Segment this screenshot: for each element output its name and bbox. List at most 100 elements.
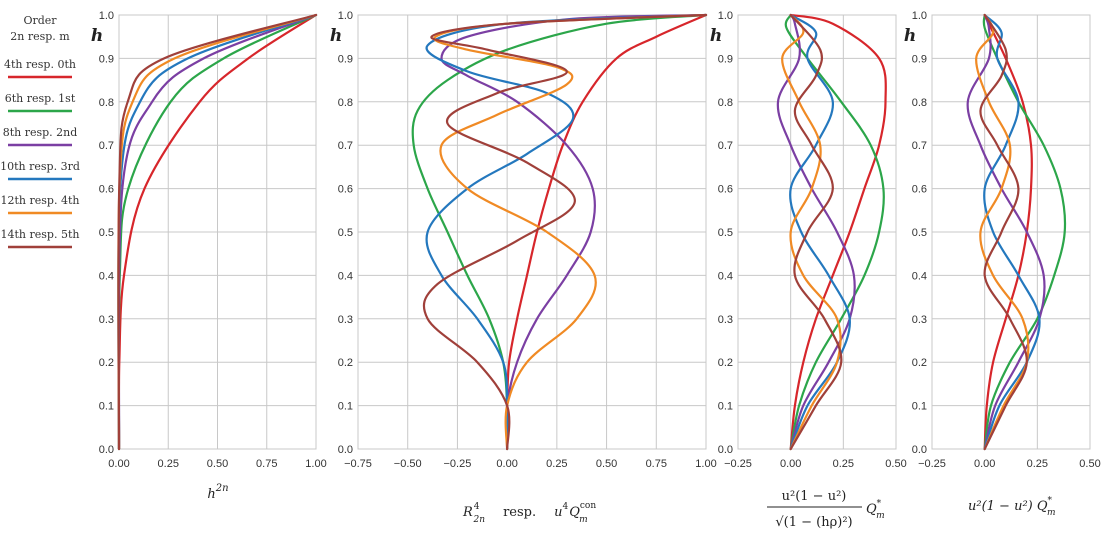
y-tick-label: 0.1 <box>99 401 114 413</box>
y-tick-label: 0.1 <box>912 401 927 413</box>
panel4-xlabel-base: u²(1 − u²) <box>968 499 1037 514</box>
y-tick-label: 0.4 <box>718 270 733 282</box>
panel2-xlabel-q-sub: m <box>579 515 588 525</box>
y-tick-label: 0.5 <box>718 227 733 239</box>
y-tick-label: 0.4 <box>912 270 927 282</box>
panel1-xlabel: h2n <box>207 483 228 502</box>
panel2-xlabel-r-sup: 4 <box>474 502 480 512</box>
x-tick-label: 0.25 <box>158 458 179 470</box>
x-tick-label: 0.50 <box>1079 458 1100 470</box>
panel2-xlabel-q-sup: con <box>580 501 596 511</box>
y-tick-label: 0.8 <box>718 97 733 109</box>
legend-title-line1: Order <box>23 14 57 27</box>
y-tick-label: 0.8 <box>912 97 927 109</box>
x-tick-label: 0.75 <box>256 458 277 470</box>
panel3-xlabel-denominator: √(1 − (hρ)²) <box>775 515 852 530</box>
panel2-xlabel-u-sup: 4 <box>562 502 568 512</box>
x-tick-label: 0.00 <box>108 458 129 470</box>
y-tick-label: 0.9 <box>99 53 114 65</box>
y-tick-label: 0.7 <box>718 140 733 152</box>
panel3-xlabel-q-base: Q <box>866 502 877 517</box>
y-tick-label: 0.2 <box>912 357 927 369</box>
y-tick-label: 0.7 <box>99 140 114 152</box>
panel2-xlabel-r: R <box>462 505 473 520</box>
panel4-xlabel-q-sup: * <box>1048 496 1053 506</box>
y-tick-label: 0.5 <box>99 227 114 239</box>
y-tick-label: 0.4 <box>99 270 114 282</box>
series-line-3 <box>440 13 708 451</box>
y-tick-label: 0.0 <box>99 444 114 456</box>
y-tick-label: 0.8 <box>99 97 114 109</box>
panel4-xlabel-q: Q <box>1037 499 1048 514</box>
series-line-5 <box>433 13 708 451</box>
y-tick-label: 0.3 <box>99 314 114 326</box>
y-tick-label: 0.9 <box>912 53 927 65</box>
plot-frame <box>357 14 707 450</box>
series-line-6 <box>117 13 318 451</box>
panel4-xlabel: u²(1 − u²) Q* m <box>968 496 1056 518</box>
plot-frame <box>737 14 897 450</box>
x-tick-label: −0.75 <box>344 458 372 470</box>
x-tick-label: 0.25 <box>546 458 567 470</box>
series-line-4 <box>425 13 708 451</box>
series-line-5 <box>781 13 842 451</box>
panel-4: 0.0 0.1 0.2 0.3 0.4 0.5 0.6 0.7 0.8 0.9 1.0 −0.25 0.… <box>904 10 1101 470</box>
x-tick-label: 0.75 <box>646 458 667 470</box>
y-tick-label: 0.7 <box>338 140 353 152</box>
y-tick-label: 0.2 <box>718 357 733 369</box>
x-tick-label: 0.25 <box>1027 458 1048 470</box>
x-tick-label: 0.25 <box>833 458 854 470</box>
panel3-xlabel-numerator: u²(1 − u²) <box>782 489 847 504</box>
y-axis-label: h <box>91 26 103 46</box>
series-line-2 <box>784 13 885 451</box>
y-tick-label: 0.3 <box>912 314 927 326</box>
panel2-xlabel: R4 2n resp. u4Qcon m <box>462 501 596 525</box>
y-tick-label: 0.0 <box>338 444 353 456</box>
legend-entry-label: 4th resp. 0th <box>4 58 76 71</box>
panel3-xlabel-q: Q* m <box>866 499 885 521</box>
panel1-xlabel-base: h <box>207 487 215 502</box>
series-line-6 <box>789 13 843 451</box>
series-line-1 <box>789 13 887 451</box>
y-tick-label: 1.0 <box>338 10 353 22</box>
y-axis-label: h <box>710 26 722 46</box>
legend-title-line2: 2n resp. m <box>10 30 70 43</box>
x-tick-label: 1.00 <box>695 458 716 470</box>
x-tick-label: −0.25 <box>724 458 752 470</box>
legend-entry-label: 10th resp. 3rd <box>0 160 80 173</box>
panel4-xlabel-q-sub: m <box>1047 508 1056 518</box>
legend: Order 2n resp. m 4th resp. 0th 6th resp. … <box>0 14 80 249</box>
y-tick-label: 0.7 <box>912 140 927 152</box>
panel2-xlabel-u: u <box>554 505 562 520</box>
x-tick-label: 1.00 <box>305 458 326 470</box>
y-tick-label: 0.5 <box>912 227 927 239</box>
x-axis-labels: h2n R4 2n resp. u4Qcon m u²(1 − u²) √(1 − (h… <box>207 483 1055 530</box>
legend-entry-label: 14th resp. 5th <box>1 228 80 241</box>
series-line-3 <box>776 13 856 451</box>
panel-3: 0.0 0.1 0.2 0.3 0.4 0.5 0.6 0.7 0.8 0.9 1.0 −0.25 0.… <box>710 10 907 470</box>
y-tick-label: 0.1 <box>718 401 733 413</box>
x-tick-label: −0.25 <box>444 458 472 470</box>
y-tick-label: 0.0 <box>912 444 927 456</box>
y-tick-label: 0.1 <box>338 401 353 413</box>
y-tick-label: 0.4 <box>338 270 353 282</box>
x-tick-label: 0.00 <box>496 458 517 470</box>
series-line-1 <box>505 13 708 451</box>
x-tick-label: 0.50 <box>596 458 617 470</box>
panel2-xlabel-resp: resp. <box>503 505 536 520</box>
panel1-xlabel-sup: 2n <box>215 483 229 494</box>
y-tick-label: 0.2 <box>99 357 114 369</box>
series-line-6 <box>979 13 1028 451</box>
legend-entry-label: 12th resp. 4th <box>1 194 80 207</box>
y-tick-label: 0.6 <box>718 184 733 196</box>
y-tick-label: 0.3 <box>718 314 733 326</box>
series-line-1 <box>983 13 1033 451</box>
y-tick-label: 0.6 <box>912 184 927 196</box>
series-line-3 <box>966 13 1046 451</box>
x-tick-label: 0.50 <box>207 458 228 470</box>
y-tick-label: 0.5 <box>338 227 353 239</box>
panel3-xlabel-q-sup: * <box>877 499 882 509</box>
x-tick-label: 0.00 <box>780 458 801 470</box>
panel2-xlabel-r-sub: 2n <box>473 515 486 525</box>
